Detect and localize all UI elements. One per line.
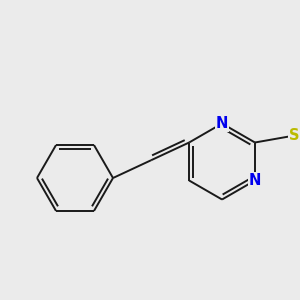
Text: S: S [289, 128, 300, 143]
Text: N: N [216, 116, 228, 131]
Text: N: N [249, 173, 261, 188]
